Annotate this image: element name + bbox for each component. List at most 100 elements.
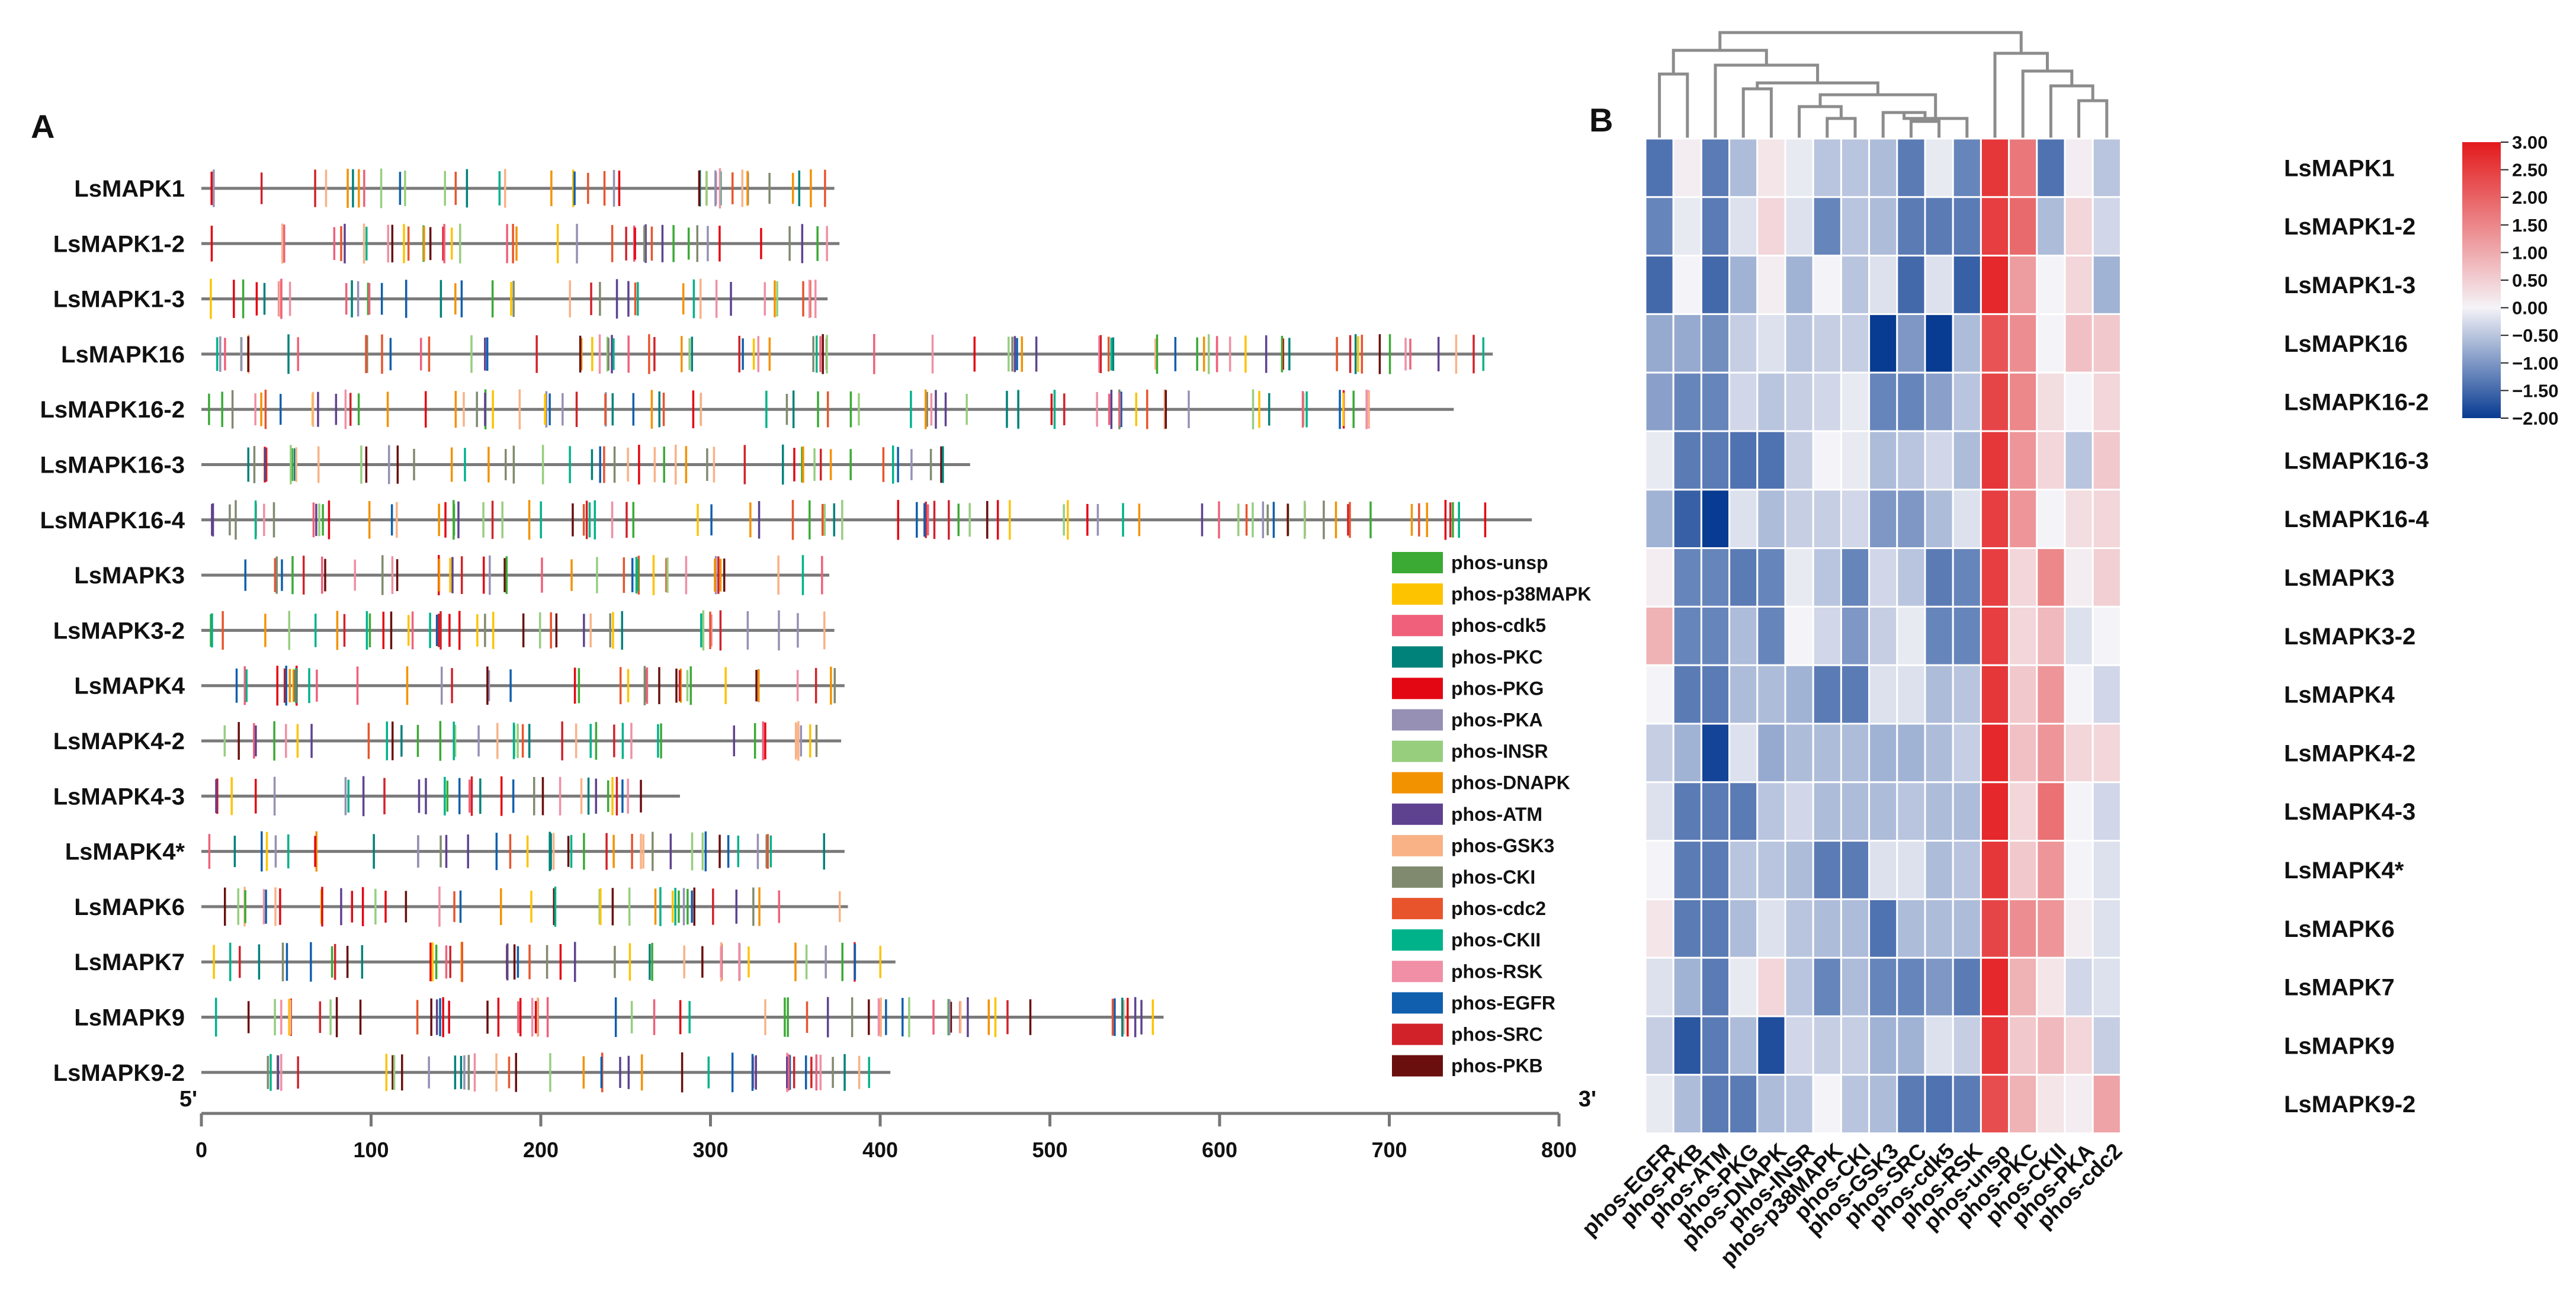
legend-swatch <box>1392 552 1443 573</box>
heatmap-cell <box>1868 137 1898 198</box>
heatmap-cell <box>1896 255 1926 315</box>
colorbar-tick-label: 0.50 <box>2512 270 2548 291</box>
heatmap-cell <box>1840 605 1871 666</box>
heatmap-cell <box>1868 605 1898 666</box>
heatmap-cell <box>1868 255 1898 315</box>
protein-label: LsMAPK9-2 <box>53 1060 185 1086</box>
axis-tick-label: 700 <box>1371 1138 1407 1162</box>
heatmap-cell <box>1980 723 2010 784</box>
heatmap-cell <box>1924 547 1954 608</box>
legend-swatch <box>1392 772 1443 794</box>
heatmap-cell <box>1924 781 1954 842</box>
heatmap-cell <box>2036 898 2066 959</box>
heatmap-cell <box>1644 547 1674 608</box>
legend-swatch <box>1392 961 1443 983</box>
heatmap-cell <box>1896 137 1926 198</box>
length-axis: 0 100 200 300 400 500 600 700 800 5' 3' <box>179 1087 1596 1162</box>
heatmap-cell <box>2008 371 2038 432</box>
heatmap-row-label: LsMAPK9-2 <box>2284 1092 2415 1118</box>
legend-label: phos-SRC <box>1451 1024 1543 1045</box>
heatmap-cell <box>1672 664 1702 725</box>
heatmap-row-label: LsMAPK3 <box>2284 565 2395 591</box>
heatmap-cell <box>1840 547 1871 608</box>
heatmap-cell <box>2091 1074 2122 1135</box>
heatmap-cell <box>2008 313 2038 374</box>
dendrogram-link <box>1756 81 1879 95</box>
heatmap-cell <box>1700 956 1731 1017</box>
heatmap-cell <box>1756 489 1786 550</box>
heatmap-cell <box>2008 547 2038 608</box>
heatmap-cell <box>1812 898 1842 959</box>
legend-swatch <box>1392 866 1443 888</box>
colorbar-tick-label: 1.50 <box>2512 215 2548 236</box>
heatmap-cell <box>1896 840 1926 900</box>
heatmap-cell <box>1896 430 1926 491</box>
heatmap-cell <box>2064 1015 2094 1076</box>
colorbar-tick-label: 1.00 <box>2512 242 2548 263</box>
heatmap-cell <box>1980 313 2010 374</box>
heatmap-cell <box>1868 956 1898 1017</box>
heatmap-cell <box>1812 547 1842 608</box>
heatmap-cell <box>1980 840 2010 900</box>
heatmap-cell <box>1728 371 1759 432</box>
heatmap-cell <box>1896 956 1926 1017</box>
heatmap-cell <box>2008 605 2038 666</box>
heatmap-cell <box>1840 840 1871 900</box>
heatmap-cell <box>1700 196 1731 257</box>
axis-end-label: 3' <box>1579 1087 1596 1112</box>
heatmap-cell <box>2091 1015 2122 1076</box>
heatmap-cell <box>1644 1015 1674 1076</box>
axis-tick-label: 500 <box>1032 1138 1067 1162</box>
legend-label: phos-GSK3 <box>1451 835 1554 856</box>
heatmap-cell <box>2036 255 2066 315</box>
heatmap-cell <box>1812 664 1842 725</box>
heatmap-row-label: LsMAPK1-3 <box>2284 272 2415 298</box>
heatmap-cell <box>1700 547 1731 608</box>
heatmap-cell <box>2091 137 2122 198</box>
heatmap-row-label: LsMAPK16-2 <box>2284 390 2429 416</box>
heatmap-cell <box>1784 371 1814 432</box>
legend-swatch <box>1392 615 1443 637</box>
protein-label: LsMAPK16-2 <box>40 397 185 423</box>
heatmap-cell <box>1756 605 1786 666</box>
legend-label: phos-cdc2 <box>1451 898 1546 919</box>
heatmap-cell <box>2091 547 2122 608</box>
heatmap-cell <box>1980 605 2010 666</box>
heatmap-cell <box>1756 371 1786 432</box>
heatmap-cell <box>1672 605 1702 666</box>
heatmap-cell <box>1728 664 1759 725</box>
heatmap-cell <box>1896 1074 1926 1135</box>
heatmap-cell <box>1784 255 1814 315</box>
heatmap-cell <box>1840 1074 1871 1135</box>
heatmap-cell <box>1840 313 1871 374</box>
heatmap-cell <box>2008 898 2038 959</box>
heatmap-cell <box>2064 956 2094 1017</box>
heatmap-cell <box>1840 255 1871 315</box>
heatmap-cell <box>2008 956 2038 1017</box>
heatmap-cell <box>2036 489 2066 550</box>
heatmap-cell <box>1868 723 1898 784</box>
heatmap-cell <box>2064 255 2094 315</box>
legend-swatch <box>1392 678 1443 699</box>
heatmap-cell <box>1644 664 1674 725</box>
heatmap-row-label: LsMAPK4-2 <box>2284 740 2415 766</box>
heatmap-cell <box>1840 723 1871 784</box>
heatmap-cell <box>1784 430 1814 491</box>
heatmap-cell <box>1756 196 1786 257</box>
legend-swatch <box>1392 1055 1443 1077</box>
heatmap-cell <box>1812 255 1842 315</box>
protein-label: LsMAPK6 <box>74 894 185 920</box>
heatmap-cell <box>1784 196 1814 257</box>
heatmap-cell <box>1868 781 1898 842</box>
heatmap-cell <box>1644 840 1674 900</box>
heatmap-cell <box>1840 371 1871 432</box>
protein-label: LsMAPK4 <box>74 673 185 699</box>
legend-swatch <box>1392 646 1443 668</box>
heatmap-row-label: LsMAPK6 <box>2284 916 2395 942</box>
heatmap-cell <box>1868 1074 1898 1135</box>
heatmap-cell <box>1700 489 1731 550</box>
heatmap-cell <box>1840 196 1871 257</box>
heatmap-cell <box>1840 898 1871 959</box>
heatmap-cell <box>1672 489 1702 550</box>
heatmap-cell <box>2036 1015 2066 1076</box>
